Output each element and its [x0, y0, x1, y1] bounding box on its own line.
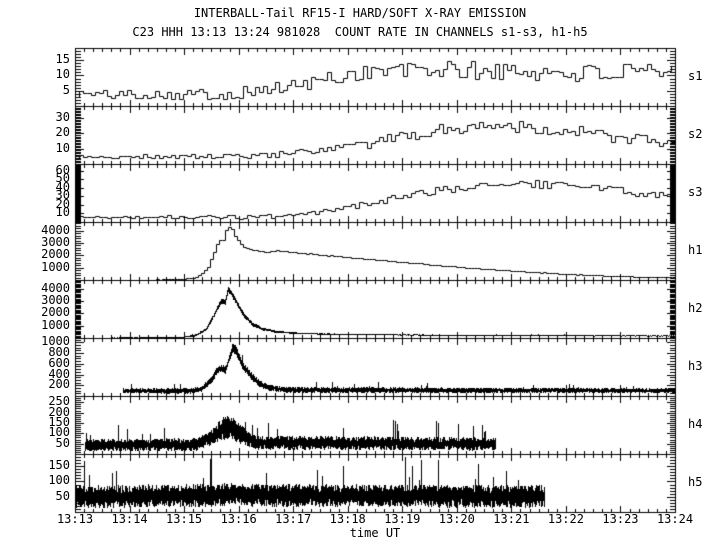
- x-tick-label: 13:19: [384, 512, 421, 526]
- y-tick-label: 4000: [41, 280, 70, 295]
- x-tick-label: 13:17: [275, 512, 312, 526]
- y-tick-label: 30: [55, 110, 70, 125]
- y-tick-label: 400: [48, 366, 70, 381]
- y-tick-label: 1000: [41, 334, 70, 349]
- y-tick-label: 3000: [41, 292, 70, 307]
- x-tick-label: 13:16: [220, 512, 257, 526]
- y-tick-label: 40: [55, 179, 70, 194]
- y-tick-label: 600: [48, 355, 70, 370]
- y-tick-label: 2000: [41, 305, 70, 320]
- y-tick-label: 1000: [41, 317, 70, 332]
- y-tick-label: 50: [55, 171, 70, 186]
- x-axis-label: time UT: [349, 526, 401, 540]
- panel-label: h2: [688, 301, 703, 315]
- figure-title: INTERBALL-Tail RF15-I HARD/SOFT X-RAY EM…: [193, 6, 527, 20]
- panel-label: s1: [688, 69, 703, 83]
- y-tick-label: 200: [48, 404, 70, 419]
- x-tick-label: 13:24: [656, 512, 694, 526]
- y-tick-label: 5: [62, 82, 70, 97]
- x-tick-label: 13:22: [547, 512, 584, 526]
- y-tick-label: 3000: [41, 234, 70, 249]
- y-tick-label: 100: [48, 473, 70, 488]
- figure-subtitle: C23 HHH 13:13 13:24 981028 COUNT RATE IN…: [132, 25, 588, 39]
- y-tick-label: 250: [48, 394, 70, 409]
- y-tick-label: 15: [55, 52, 70, 67]
- y-tick-label: 10: [55, 205, 70, 220]
- x-tick-label: 13:15: [166, 512, 203, 526]
- x-tick-label: 13:14: [111, 512, 148, 526]
- y-tick-label: 800: [48, 345, 70, 360]
- x-tick-label: 13:20: [438, 512, 475, 526]
- x-tick-label: 13:13: [56, 512, 94, 526]
- panel-label: h1: [688, 243, 703, 257]
- y-tick-label: 20: [55, 196, 70, 211]
- x-tick-label: 13:21: [493, 512, 530, 526]
- y-tick-label: 50: [55, 435, 70, 450]
- y-tick-label: 4000: [41, 222, 70, 237]
- y-tick-label: 10: [55, 140, 70, 155]
- panel-label: s3: [688, 185, 703, 199]
- x-tick-label: 13:18: [329, 512, 366, 526]
- y-tick-label: 1000: [41, 259, 70, 274]
- x-tick-label: 13:23: [602, 512, 639, 526]
- y-tick-label: 2000: [41, 247, 70, 262]
- panel-label: h4: [688, 417, 703, 431]
- y-tick-label: 30: [55, 188, 70, 203]
- y-tick-label: 100: [48, 425, 70, 440]
- y-tick-label: 150: [48, 414, 70, 429]
- y-tick-label: 200: [48, 377, 70, 392]
- y-tick-label: 10: [55, 67, 70, 82]
- panel-label: s2: [688, 127, 703, 141]
- y-tick-label: 150: [48, 458, 70, 473]
- panel-label: h3: [688, 359, 703, 373]
- panel-label: h5: [688, 475, 703, 489]
- y-tick-label: 60: [55, 162, 70, 177]
- y-tick-label: 50: [55, 488, 70, 503]
- y-tick-label: 20: [55, 125, 70, 140]
